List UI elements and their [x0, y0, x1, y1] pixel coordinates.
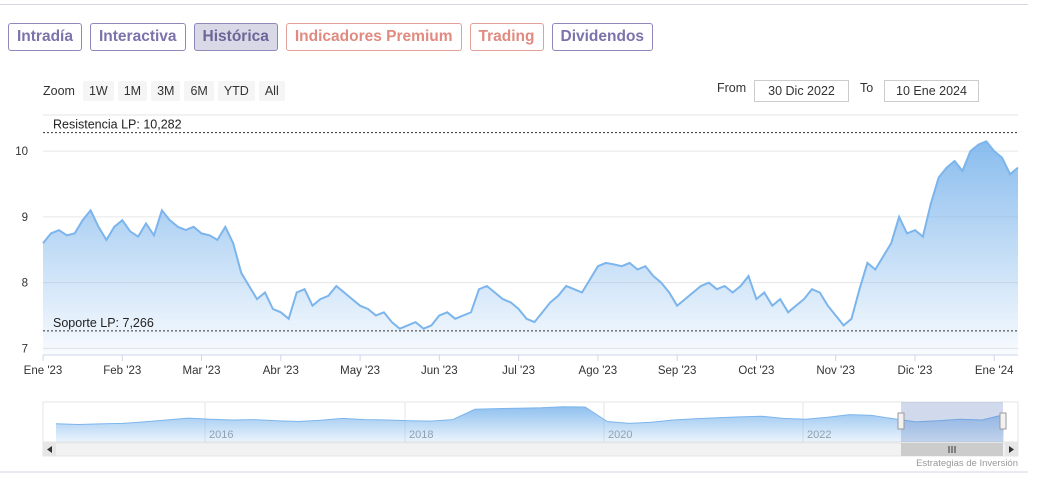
- from-date-input[interactable]: 30 Dic 2022: [754, 80, 849, 102]
- x-tick-label: May '23: [340, 365, 380, 377]
- y-tick-label: 7: [22, 343, 28, 355]
- zoom-label: Zoom: [43, 84, 75, 98]
- credits-label: Estrategias de Inversión: [916, 458, 1018, 469]
- from-label: From: [717, 81, 747, 95]
- zoom-selector: Zoom 1W 1M 3M 6M YTD All: [43, 81, 285, 101]
- x-tick-label: Ago '23: [579, 365, 618, 377]
- tab-historica[interactable]: Histórica: [193, 23, 278, 51]
- navigator-line: [55, 406, 1005, 426]
- to-label: To: [860, 81, 874, 95]
- navigator-selection[interactable]: [901, 402, 1003, 442]
- tab-trading[interactable]: Trading: [469, 23, 544, 51]
- y-tick-label: 10: [15, 146, 28, 158]
- x-tick-label: Jun '23: [421, 365, 458, 377]
- x-tick-label: Oct '23: [738, 365, 774, 377]
- scroll-left-arrow-icon: [47, 446, 52, 453]
- navigator-right-handle[interactable]: [999, 412, 1007, 430]
- view-tabs: Intradía Interactiva Histórica Indicador…: [8, 23, 654, 51]
- y-tick-label: 9: [22, 212, 28, 224]
- zoom-1m-button[interactable]: 1M: [117, 81, 148, 101]
- x-tick-label: Feb '23: [103, 365, 141, 377]
- price-line: [42, 140, 1019, 330]
- x-tick-label: Nov '23: [816, 365, 855, 377]
- y-axis-labels: 7 8 9 10: [15, 146, 28, 355]
- x-tick-label: Sep '23: [658, 365, 697, 377]
- zoom-ytd-button[interactable]: YTD: [217, 81, 255, 101]
- navigator-area: [56, 406, 1004, 442]
- tab-indicadores-premium[interactable]: Indicadores Premium: [285, 23, 462, 51]
- x-tick-label: Ene '24: [975, 365, 1014, 377]
- price-area: [43, 141, 1018, 355]
- y-tick-label: 8: [22, 278, 28, 290]
- x-tick-label: Abr '23: [263, 365, 299, 377]
- zoom-3m-button[interactable]: 3M: [151, 81, 181, 101]
- tab-interactiva[interactable]: Interactiva: [89, 23, 186, 51]
- top-divider: [0, 4, 1028, 5]
- zoom-6m-button[interactable]: 6M: [184, 81, 214, 101]
- support-label: Soporte LP: 7,266: [53, 316, 154, 330]
- scroll-right-arrow-icon: [1009, 446, 1014, 453]
- zoom-1w-button[interactable]: 1W: [82, 81, 114, 101]
- tab-intradia[interactable]: Intradía: [8, 23, 82, 51]
- x-tick-label: Mar '23: [183, 365, 221, 377]
- navigator-left-handle[interactable]: [897, 412, 905, 430]
- zoom-all-button[interactable]: All: [258, 81, 285, 101]
- x-tick-label: Jul '23: [502, 365, 535, 377]
- scrollbar-track[interactable]: [42, 442, 1019, 457]
- resistance-label: Resistencia LP: 10,282: [53, 118, 182, 132]
- tab-dividendos[interactable]: Dividendos: [551, 23, 654, 51]
- scrollbar-grip-icon: [948, 446, 956, 453]
- to-date-input[interactable]: 10 Ene 2024: [884, 80, 979, 102]
- x-tick-label: Dic '23: [898, 365, 933, 377]
- x-tick-label: Ene '23: [24, 365, 63, 377]
- x-axis-ticks: Ene '23 Feb '23 Mar '23 Abr '23 May '23 Jun '…: [24, 355, 1014, 377]
